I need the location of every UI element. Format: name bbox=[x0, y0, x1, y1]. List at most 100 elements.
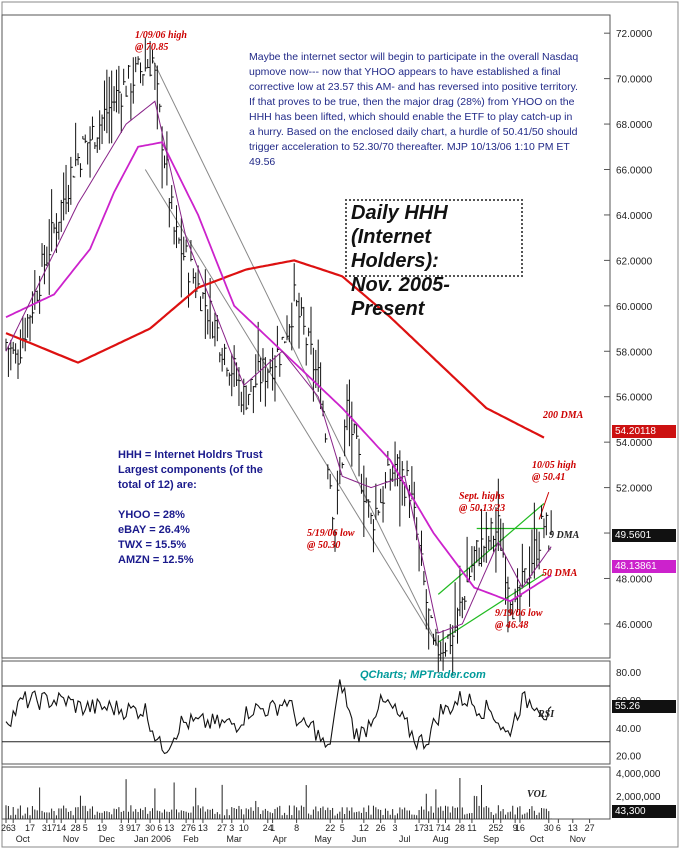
sep-low-line2: @ 46.48 bbox=[495, 620, 529, 631]
dma50-line bbox=[5, 141, 552, 603]
date-tick-label: 31 bbox=[424, 823, 434, 833]
price-tick-label: 60.0000 bbox=[616, 302, 653, 313]
date-tick-label: 3 bbox=[393, 823, 398, 833]
may-low-annotation: 5/19/06 low @ 50.30 bbox=[307, 528, 355, 552]
date-tick-label: 26 bbox=[1, 823, 11, 833]
oct-high-pointer bbox=[538, 491, 550, 520]
title-line-1: Daily HHH bbox=[351, 202, 448, 224]
downtrend-channel bbox=[144, 59, 439, 647]
month-label: Jun bbox=[352, 834, 367, 844]
price-tick-label: 68.0000 bbox=[616, 120, 653, 131]
rsi-line bbox=[5, 679, 552, 755]
sep-low-annotation: 9/19/06 low @ 46.48 bbox=[495, 608, 543, 632]
vol-tick-label: 2,000,000 bbox=[616, 792, 661, 803]
oct-high-line2: @ 50.41 bbox=[532, 472, 566, 483]
rsi-label: RSI bbox=[538, 709, 555, 720]
date-tick-label: 31 bbox=[42, 823, 52, 833]
date-tick-label: 14 bbox=[440, 823, 450, 833]
date-tick-label: 3 bbox=[229, 823, 234, 833]
rsi-tick-label: 20.00 bbox=[616, 752, 641, 763]
component-yhoo: YHOO = 28% bbox=[118, 509, 185, 521]
may-low-line2: @ 50.30 bbox=[307, 540, 341, 551]
vol-tick-label: 4,000,000 bbox=[616, 769, 661, 780]
month-label: Nov bbox=[63, 834, 80, 844]
date-tick-label: 14 bbox=[56, 823, 66, 833]
date-tick-label: 16 bbox=[515, 823, 525, 833]
date-tick-label: 27 bbox=[217, 823, 227, 833]
price-bars bbox=[5, 37, 554, 676]
date-tick-label: 27 bbox=[181, 823, 191, 833]
commentary-text: Maybe the internet sector will begin to … bbox=[249, 51, 579, 168]
watermark: QCharts; MPTrader.com bbox=[360, 669, 486, 681]
month-label: Oct bbox=[16, 834, 31, 844]
date-tick-label: 10 bbox=[239, 823, 249, 833]
rsi-tick-label: 40.00 bbox=[616, 724, 641, 735]
date-tick-label: 7 bbox=[52, 823, 57, 833]
dma9-line bbox=[5, 100, 552, 634]
vol-value-tag: 43,300 bbox=[612, 805, 676, 818]
dma50-label: 50 DMA bbox=[542, 568, 578, 579]
date-tick-label: 9 bbox=[126, 823, 131, 833]
price-tick-label: 70.0000 bbox=[616, 75, 653, 86]
month-label: Feb bbox=[183, 834, 199, 844]
price-tick-label: 72.0000 bbox=[616, 29, 653, 40]
component-ebay: eBAY = 26.4% bbox=[118, 524, 190, 536]
price-tick-label: 46.0000 bbox=[616, 620, 653, 631]
oct-high-line1: 10/05 high bbox=[532, 460, 577, 471]
date-axis: 26 3 17 31 7 14 28 5 19 3 9 17 30 6 13 27 6 13 27 3 10 241 8 22… bbox=[1, 819, 595, 844]
date-tick-label: 7 bbox=[436, 823, 441, 833]
date-tick-label: 13 bbox=[568, 823, 578, 833]
date-tick-label: 26 bbox=[376, 823, 386, 833]
date-tick-label: 30 bbox=[145, 823, 155, 833]
dma9-label: 9 DMA bbox=[549, 530, 580, 541]
date-tick-label: 28 bbox=[71, 823, 81, 833]
date-tick-label: 3 bbox=[11, 823, 16, 833]
sep-low-line1: 9/19/06 low bbox=[495, 608, 543, 619]
price-tick-label: 62.0000 bbox=[616, 256, 653, 267]
moving-averages bbox=[5, 100, 552, 634]
dma200-line bbox=[5, 259, 545, 439]
month-label: Aug bbox=[433, 834, 449, 844]
jan-high-annotation: 1/09/06 high @ 70.85 bbox=[135, 30, 187, 54]
may-low-line1: 5/19/06 low bbox=[307, 528, 355, 539]
date-tick-label: 13 bbox=[164, 823, 174, 833]
title-line-2: (Internet Holders): bbox=[351, 226, 439, 272]
component-amzn: AMZN = 12.5% bbox=[118, 554, 194, 566]
month-label: Nov bbox=[570, 834, 587, 844]
month-label: Dec bbox=[99, 834, 116, 844]
sept-highs-line2: @ 50.13/23 bbox=[459, 503, 506, 514]
rsi-panel bbox=[1, 660, 611, 765]
volume-bars: 2,000,000 4,000,000 bbox=[5, 769, 661, 819]
date-tick-label: 22 bbox=[325, 823, 335, 833]
month-label: Jan 2006 bbox=[134, 834, 171, 844]
price-tick-label: 54.0000 bbox=[616, 438, 653, 449]
rsi-value-tag: 55.26 bbox=[612, 700, 676, 713]
oct-high-annotation: 10/05 high @ 50.41 bbox=[532, 460, 576, 484]
date-tick-label: 8 bbox=[294, 823, 299, 833]
holdings-line-1: HHH = Internet Holdrs Trust bbox=[118, 449, 263, 461]
month-label: Jul bbox=[399, 834, 411, 844]
date-tick-label: 25 bbox=[489, 823, 499, 833]
date-tick-label: 12 bbox=[359, 823, 369, 833]
month-label: Sep bbox=[483, 834, 499, 844]
dma50-price-tag: 48.13861 bbox=[612, 560, 676, 573]
component-twx: TWX = 15.5% bbox=[118, 539, 187, 551]
date-tick-label: 5 bbox=[83, 823, 88, 833]
rsi-tick-label: 80.00 bbox=[616, 668, 641, 679]
jan-high-line1: 1/09/06 high bbox=[135, 30, 187, 41]
vol-label: VOL bbox=[527, 789, 547, 800]
date-tick-label: 30 bbox=[544, 823, 554, 833]
channel-lower-line bbox=[144, 169, 439, 647]
price-tick-label: 64.0000 bbox=[616, 211, 653, 222]
date-tick-label: 17 bbox=[414, 823, 424, 833]
date-tick-label: 2 bbox=[498, 823, 503, 833]
month-label: Apr bbox=[273, 834, 287, 844]
date-tick-label: 1 bbox=[270, 823, 275, 833]
price-panel bbox=[1, 14, 611, 659]
date-tick-label: 6 bbox=[157, 823, 162, 833]
month-label: Mar bbox=[226, 834, 242, 844]
green-trend-line bbox=[437, 573, 545, 643]
date-tick-label: 17 bbox=[25, 823, 35, 833]
date-tick-label: 3 bbox=[119, 823, 124, 833]
holdings-line-2: Largest components (of the bbox=[118, 464, 263, 476]
